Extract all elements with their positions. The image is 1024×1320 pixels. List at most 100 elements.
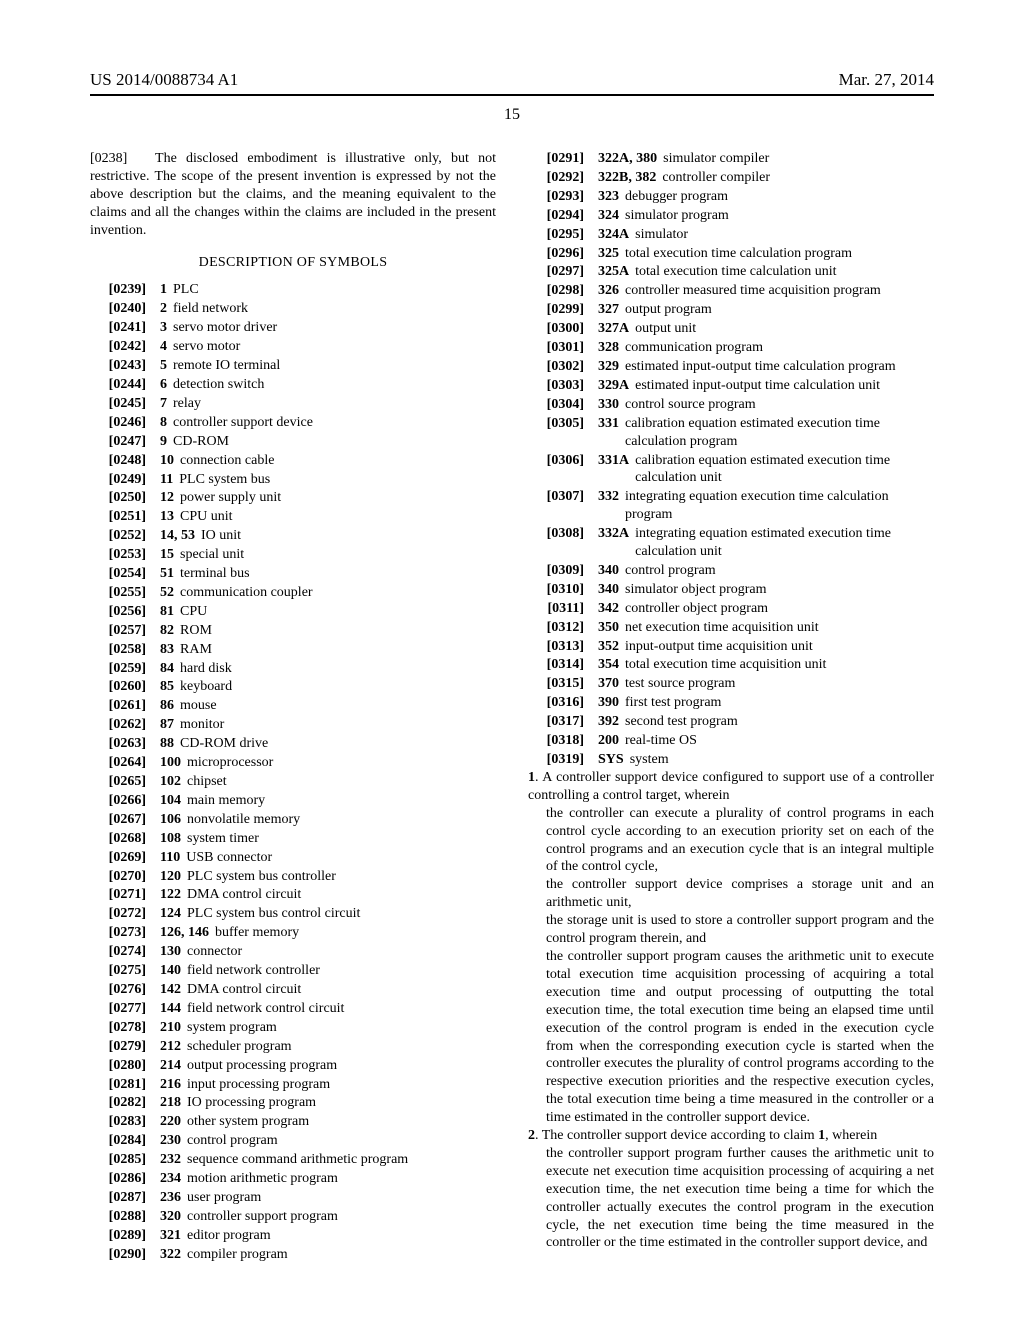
body-columns: [0238] The disclosed embodiment is illus…	[90, 150, 934, 1264]
symbol-description: editor program	[187, 1227, 496, 1245]
symbol-description: motion arithmetic program	[187, 1170, 496, 1188]
symbol-number: 6	[160, 376, 173, 394]
symbol-row: [0291]322A, 380simulator compiler	[528, 150, 934, 168]
symbol-row: [0297]325Atotal execution time calculati…	[528, 263, 934, 281]
symbol-description: remote IO terminal	[173, 357, 496, 375]
symbol-row: [0316]390first test program	[528, 694, 934, 712]
symbol-row: [0289]321editor program	[90, 1227, 496, 1245]
symbol-number: 327	[598, 301, 625, 319]
symbol-description: nonvolatile memory	[187, 811, 496, 829]
header-rule	[90, 94, 934, 96]
symbol-description: integrating equation estimated execution…	[635, 525, 934, 561]
symbol-row: [0317]392second test program	[528, 713, 934, 731]
symbol-number: 324	[598, 207, 625, 225]
symbol-number: 106	[160, 811, 187, 829]
symbol-row: [0239]1PLC	[90, 281, 496, 299]
symbol-row: [0319]SYSsystem	[528, 751, 934, 769]
paragraph-number: [0305]	[528, 415, 598, 451]
symbol-description: compiler program	[187, 1246, 496, 1264]
paragraph-number: [0276]	[90, 981, 160, 999]
symbol-row: [0314]354total execution time acquisitio…	[528, 656, 934, 674]
symbol-description: debugger program	[625, 188, 934, 206]
symbol-number: 104	[160, 792, 187, 810]
symbol-row: [0301]328communication program	[528, 339, 934, 357]
symbol-row: [0262]87monitor	[90, 716, 496, 734]
symbol-description: main memory	[187, 792, 496, 810]
section-title: DESCRIPTION OF SYMBOLS	[90, 254, 496, 272]
symbol-number: 1	[160, 281, 173, 299]
symbol-number: 326	[598, 282, 625, 300]
paragraph-number: [0316]	[528, 694, 598, 712]
symbol-row: [0246]8controller support device	[90, 414, 496, 432]
symbol-number: 102	[160, 773, 187, 791]
symbol-row: [0267]106nonvolatile memory	[90, 811, 496, 829]
symbol-number: 332A	[598, 525, 635, 561]
symbol-description: PLC system bus controller	[187, 868, 496, 886]
symbol-number: 232	[160, 1151, 187, 1169]
claim-1: 1. A controller support device configure…	[528, 769, 934, 1127]
symbol-row: [0256]81CPU	[90, 603, 496, 621]
paragraph-number: [0248]	[90, 452, 160, 470]
symbol-row: [0288]320controller support program	[90, 1208, 496, 1226]
paragraph-number: [0271]	[90, 886, 160, 904]
symbol-number: 350	[598, 619, 625, 637]
symbol-row: [0240]2field network	[90, 300, 496, 318]
paragraph-number: [0304]	[528, 396, 598, 414]
symbol-row: [0307]332integrating equation execution …	[528, 488, 934, 524]
paragraph-number: [0279]	[90, 1038, 160, 1056]
symbol-description: field network controller	[187, 962, 496, 980]
symbol-row: [0250]12power supply unit	[90, 489, 496, 507]
symbol-number: 220	[160, 1113, 187, 1131]
symbol-description: input-output time acquisition unit	[625, 638, 934, 656]
paragraph-number: [0307]	[528, 488, 598, 524]
paragraph-number: [0289]	[90, 1227, 160, 1245]
paragraph-number: [0315]	[528, 675, 598, 693]
symbol-number: 3	[160, 319, 173, 337]
symbol-number: 13	[160, 508, 180, 526]
symbol-description: sequence command arithmetic program	[187, 1151, 496, 1169]
symbol-row: [0293]323debugger program	[528, 188, 934, 206]
symbol-description: connection cable	[180, 452, 496, 470]
paragraph-number: [0265]	[90, 773, 160, 791]
symbol-row: [0292]322B, 382controller compiler	[528, 169, 934, 187]
symbol-number: 328	[598, 339, 625, 357]
symbol-number: 86	[160, 697, 180, 715]
paragraph-number: [0246]	[90, 414, 160, 432]
symbol-description: IO processing program	[187, 1094, 496, 1112]
symbol-description: monitor	[180, 716, 496, 734]
claim-sub: the storage unit is used to store a cont…	[528, 912, 934, 948]
paragraph-number: [0300]	[528, 320, 598, 338]
symbol-number: 230	[160, 1132, 187, 1150]
symbol-number: 330	[598, 396, 625, 414]
symbol-row: [0290]322compiler program	[90, 1246, 496, 1264]
page: US 2014/0088734 A1 Mar. 27, 2014 15 [023…	[0, 0, 1024, 1320]
paragraph-number: [0301]	[528, 339, 598, 357]
symbol-row: [0260]85keyboard	[90, 678, 496, 696]
symbol-description: controller object program	[625, 600, 934, 618]
symbol-number: 12	[160, 489, 180, 507]
paragraph-number: [0308]	[528, 525, 598, 561]
symbol-row: [0283]220other system program	[90, 1113, 496, 1131]
symbol-row: [0308]332Aintegrating equation estimated…	[528, 525, 934, 561]
symbol-row: [0284]230control program	[90, 1132, 496, 1150]
paragraph-number: [0260]	[90, 678, 160, 696]
publication-date: Mar. 27, 2014	[839, 70, 934, 90]
paragraph-number: [0302]	[528, 358, 598, 376]
paragraph-number: [0282]	[90, 1094, 160, 1112]
symbol-number: 322A, 380	[598, 150, 663, 168]
symbol-number: 9	[160, 433, 173, 451]
symbol-description: test source program	[625, 675, 934, 693]
symbol-row: [0253]15special unit	[90, 546, 496, 564]
paragraph-number: [0294]	[528, 207, 598, 225]
paragraph-number: [0266]	[90, 792, 160, 810]
claim-number: 1	[528, 770, 535, 785]
paragraph-number: [0273]	[90, 924, 160, 942]
paragraph-number: [0290]	[90, 1246, 160, 1264]
symbol-description: CD-ROM drive	[180, 735, 496, 753]
symbol-number: 327A	[598, 320, 635, 338]
symbol-number: 2	[160, 300, 173, 318]
paragraph-number: [0296]	[528, 245, 598, 263]
symbol-row: [0280]214output processing program	[90, 1057, 496, 1075]
symbol-row: [0249]11PLC system bus	[90, 471, 496, 489]
paragraph-number: [0267]	[90, 811, 160, 829]
